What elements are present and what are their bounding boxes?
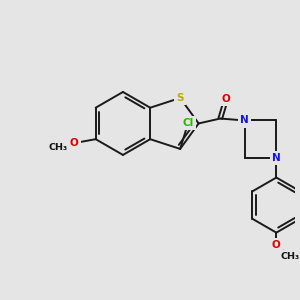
Text: CH₃: CH₃ xyxy=(49,142,68,152)
Text: N: N xyxy=(241,116,249,125)
Text: N: N xyxy=(272,153,281,163)
Text: Cl: Cl xyxy=(182,118,194,128)
Text: O: O xyxy=(222,94,231,104)
Text: S: S xyxy=(176,93,184,103)
Text: CH₃: CH₃ xyxy=(280,252,300,261)
Text: O: O xyxy=(70,138,78,148)
Text: O: O xyxy=(272,240,281,250)
